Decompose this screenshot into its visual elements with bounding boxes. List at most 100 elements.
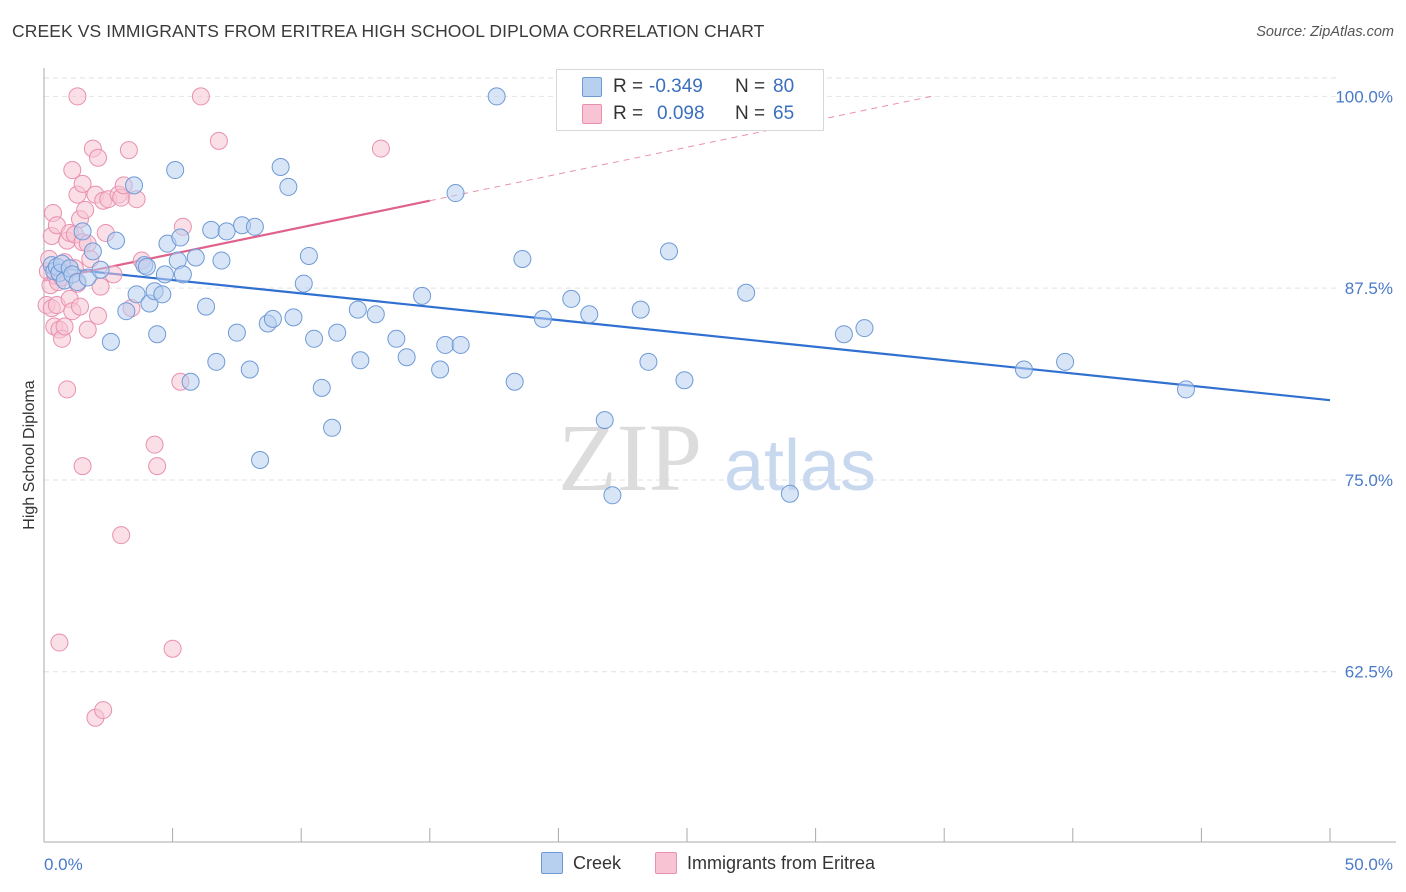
creek-point (305, 329, 324, 348)
legend-label-creek: Creek (573, 852, 622, 873)
eritrea-point (63, 161, 82, 180)
eritrea-point (55, 317, 74, 336)
creek-point (312, 378, 331, 397)
creek-point (166, 161, 185, 180)
stats-row-eritrea: R = 0.098 N = 65 (557, 101, 823, 127)
watermark: ZIP atlas (558, 404, 876, 511)
creek-point (675, 371, 694, 390)
creek-point (780, 484, 799, 503)
legend-item-eritrea[interactable]: Immigrants from Eritrea (655, 852, 875, 874)
eritrea-point (94, 701, 113, 720)
creek-point (171, 228, 190, 247)
creek-point (107, 231, 126, 250)
creek-point (83, 242, 102, 261)
y-tick-label: 75.0% (1345, 471, 1393, 490)
creek-point (294, 274, 313, 293)
creek-point (197, 297, 216, 316)
creek-point (639, 352, 658, 371)
creek-r-value: -0.349 (649, 76, 703, 97)
creek-point (212, 251, 231, 270)
creek-point (173, 265, 192, 284)
creek-point (91, 260, 110, 279)
creek-point (137, 257, 156, 276)
eritrea-point (76, 200, 95, 219)
axes (43, 68, 1396, 843)
creek-point (580, 305, 599, 324)
eritrea-point (58, 380, 77, 399)
creek-point (186, 248, 205, 267)
x-tick-label: 50.0% (1345, 855, 1393, 874)
creek-point (366, 305, 385, 324)
creek-point (513, 250, 532, 269)
eritrea-point (89, 148, 108, 167)
eritrea-point (209, 131, 228, 150)
creek-point (1014, 360, 1033, 379)
creek-point (348, 300, 367, 319)
eritrea-n-value: 65 (773, 103, 795, 124)
grid-lines (44, 77, 1340, 673)
creek-point (562, 289, 581, 308)
eritrea-point (71, 297, 90, 316)
eritrea-swatch (582, 104, 602, 124)
creek-point (595, 411, 614, 430)
eritrea-point (112, 526, 131, 545)
creek-point (271, 157, 290, 176)
eritrea-legend-swatch (655, 852, 677, 874)
creek-point (148, 325, 167, 344)
trend-lines (43, 95, 1331, 402)
series-legend: Creek Immigrants from Eritrea (0, 852, 1406, 878)
creek-point (834, 325, 853, 344)
creek-point (436, 335, 455, 354)
creek-point (155, 265, 174, 284)
creek-point (855, 319, 874, 338)
y-tick-label: 87.5% (1345, 279, 1393, 298)
x-tick-label: 0.0% (44, 855, 83, 874)
creek-point (240, 360, 259, 379)
legend-item-creek[interactable]: Creek (541, 852, 621, 874)
eritrea-point (148, 457, 167, 476)
creek-trend-line (43, 265, 1331, 402)
stats-legend: R = -0.349 N = 80 R = 0.098 N = 65 (556, 69, 824, 131)
creek-point (533, 309, 552, 328)
n-label: N = (735, 76, 766, 97)
creek-point (263, 309, 282, 328)
y-tick-label: 62.5% (1345, 663, 1393, 682)
eritrea-point (191, 87, 210, 106)
creek-point (659, 242, 678, 261)
creek-point (505, 372, 524, 391)
eritrea-point (89, 306, 108, 325)
data-points (37, 87, 1195, 727)
creek-legend-swatch (541, 852, 563, 874)
tick-labels: 100.0% 87.5% 75.0% 62.5% 0.0% 50.0% (44, 87, 1393, 874)
eritrea-point (68, 87, 87, 106)
creek-point (284, 308, 303, 327)
creek-point (299, 246, 318, 265)
r-label: R = (613, 76, 644, 97)
creek-point (1176, 380, 1195, 399)
eritrea-point (50, 633, 69, 652)
creek-point (217, 222, 236, 241)
source-label: Source: ZipAtlas.com (1256, 24, 1394, 40)
eritrea-point (145, 435, 164, 454)
watermark-atlas: atlas (724, 426, 876, 506)
chart-title: CREEK VS IMMIGRANTS FROM ERITREA HIGH SC… (12, 21, 765, 41)
creek-point (245, 217, 264, 236)
eritrea-trend-extension (429, 95, 932, 202)
creek-point (127, 285, 146, 304)
creek-point (202, 220, 221, 239)
creek-swatch (582, 77, 602, 97)
creek-point (125, 176, 144, 195)
legend-label-eritrea: Immigrants from Eritrea (687, 852, 876, 873)
creek-point (73, 222, 92, 241)
watermark-zip: ZIP (558, 404, 702, 511)
eritrea-point (371, 139, 390, 158)
creek-point (207, 352, 226, 371)
creek-point (387, 329, 406, 348)
eritrea-point (163, 639, 182, 658)
creek-point (323, 418, 342, 437)
creek-point (446, 184, 465, 203)
creek-point (451, 335, 470, 354)
creek-point (413, 286, 432, 305)
creek-point (251, 451, 270, 469)
